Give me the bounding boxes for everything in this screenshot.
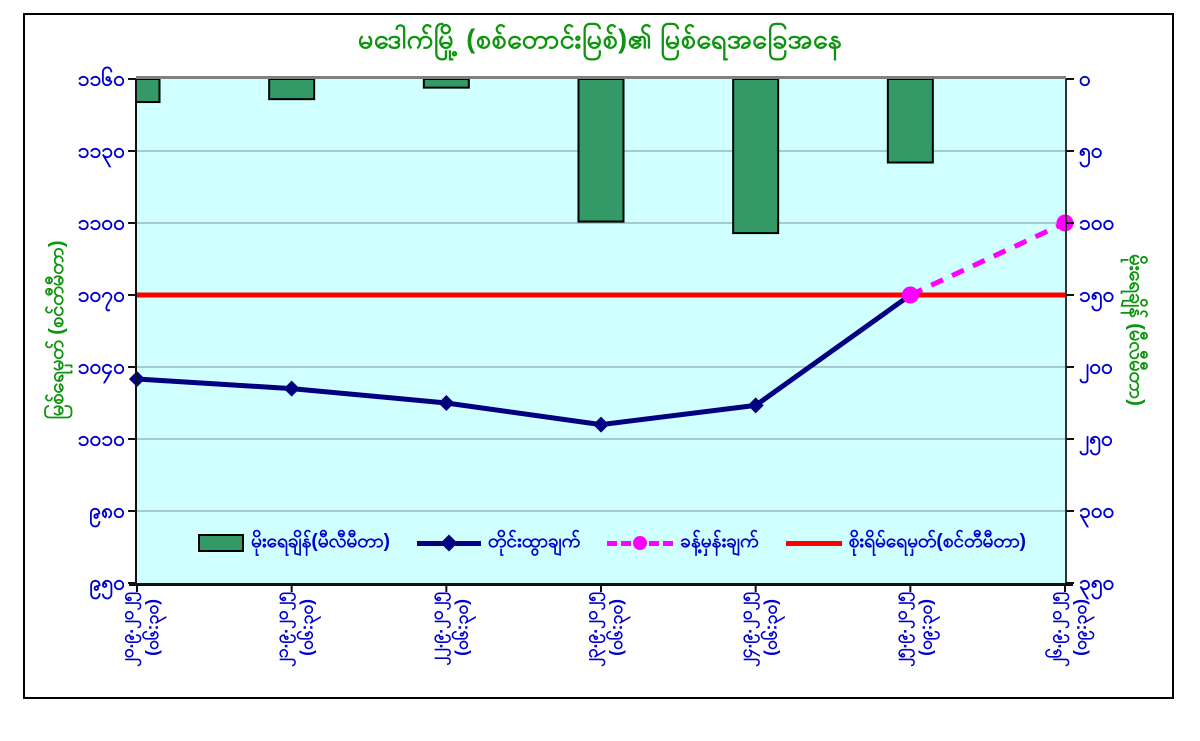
x-tick-label-time: (၀၆:၃၀)	[605, 599, 631, 656]
forecast-marker	[901, 286, 919, 304]
x-tick-label-date: ၂၅.၉.၂၀၂၅	[890, 592, 915, 667]
right-axis-tick-label: ၂၅၀	[1079, 428, 1113, 457]
observed-marker	[283, 380, 300, 397]
left-axis-tick-label: ၁၁၆၀	[78, 65, 125, 91]
observed-line	[136, 292, 912, 428]
x-tick-label-time: (၀၆:၃၀)	[296, 599, 322, 656]
left-axis-tick-label: ၁၀၇၀	[78, 284, 125, 313]
x-tick-label-date: ၂၁.၉.၂၀၂၅	[272, 592, 297, 667]
right-axis-tick-label: ၅၀	[1079, 140, 1103, 169]
right-axis-title: မိုးရေချိန် (မီလီမီတာ)	[1125, 254, 1147, 406]
left-axis-title: မြစ်ရေမှတ် (စင်တီမီတာ)	[46, 240, 68, 420]
rainfall-bar	[137, 79, 161, 104]
rainfall-bar	[732, 79, 780, 235]
right-axis-tick-label: ၀	[1079, 68, 1091, 91]
x-tick-label-date: ၂၃.၉.၂၀၂၅	[581, 592, 606, 667]
right-axis-tick-label: ၂၀၀	[1079, 356, 1113, 385]
x-tick-label-date: ၂၄.၉.၂၀၂၅	[736, 592, 761, 667]
x-tick-label-date: ၂၂.၉.၂၀၂၅	[426, 592, 451, 666]
x-tick-label-time: (၀၆:၃၀)	[141, 599, 167, 656]
legend-label-forecast: ခန့်မှန်းချက်	[680, 531, 759, 552]
rainfall-bar	[422, 79, 470, 89]
rainfall-bar	[268, 79, 316, 101]
left-axis-tick-label: ၁၁၀၀	[78, 212, 125, 235]
legend-item-danger-level: စိုးရိမ်ရေမှတ်(စင်တီမီတာ)	[785, 529, 1026, 557]
left-axis-tick-label: ၁၀၁၀	[78, 428, 125, 451]
danger-line-swatch-icon	[785, 540, 842, 546]
observed-marker	[747, 397, 764, 414]
observed-marker	[438, 395, 455, 411]
right-axis-tick-label: ၃၅၀	[1079, 572, 1115, 601]
left-axis-tick-label: ၁၀၄၀	[78, 356, 125, 385]
x-tick-label-time: (၀၆:၃၀)	[760, 599, 786, 656]
legend-label-rainfall: မိုးရေချိန်(မီလီမီတာ)	[251, 531, 390, 552]
legend-label-observed: တိုင်းထွာချက်	[487, 531, 581, 552]
right-axis-tick-label: ၁၀၀	[1079, 212, 1115, 235]
right-axis-tick-label: ၃၀၀	[1079, 500, 1115, 529]
x-tick-label-date: ၂၆.၉.၂၀၂၅	[1044, 592, 1070, 667]
chart-title: မဒေါက်မြို့ (စစ်တောင်းမြစ်)၏ မြစ်ရေအခြေအ…	[357, 24, 843, 54]
x-tick-label-date: ၂၀.၉.၂၀၂၅	[117, 592, 142, 667]
forecast-line-swatch-icon	[607, 535, 674, 551]
rainfall-bar-swatch-icon	[198, 534, 244, 552]
legend-label-danger-level: စိုးရိမ်ရေမှတ်(စင်တီမီတာ)	[848, 531, 1026, 552]
legend: မိုးရေချိန်(မီလီမီတာ) တိုင်းထွာချက် ခန့်…	[198, 529, 1053, 557]
x-tick-label-time: (၀၉:၃၀)	[1070, 599, 1095, 656]
right-axis-tick-label: ၁၅၀	[1079, 284, 1115, 313]
left-axis-tick-label: ၉၈၀	[89, 500, 125, 529]
x-tick-label-time: (၀၆:၃၀)	[450, 599, 476, 656]
legend-item-rainfall: မိုးရေချိန်(မီလီမီတာ)	[198, 529, 390, 557]
observed-marker	[593, 416, 609, 433]
chart-frame	[23, 13, 1174, 699]
legend-item-forecast: ခန့်မှန်းချက်	[607, 529, 759, 557]
rainfall-bar	[886, 79, 934, 164]
legend-item-observed: တိုင်းထွာချက်	[416, 529, 581, 557]
left-axis-tick-label: ၁၁၃၀	[78, 140, 125, 169]
observed-line-swatch-icon	[416, 534, 481, 552]
forecast-line	[909, 220, 1067, 298]
x-tick-label-time: (၀၉:၃၀)	[915, 599, 940, 656]
rainfall-bar	[577, 79, 625, 223]
